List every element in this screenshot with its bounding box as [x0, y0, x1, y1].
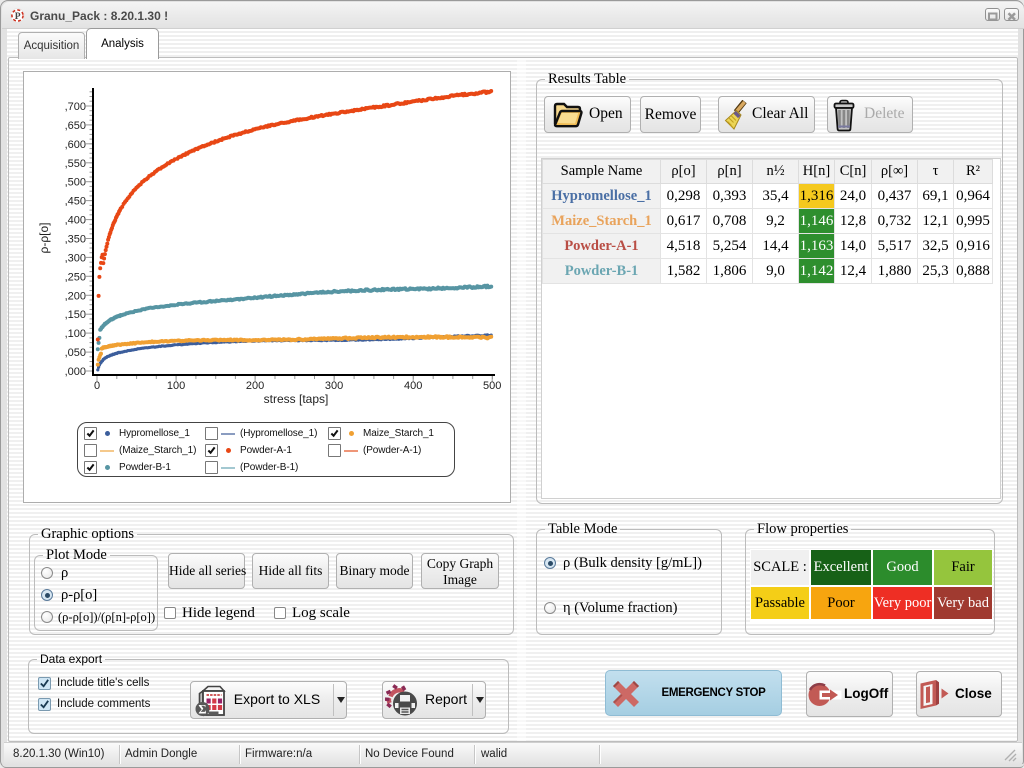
svg-text:P: P — [15, 12, 21, 22]
svg-text:,100: ,100 — [65, 328, 86, 340]
svg-text:,250: ,250 — [65, 271, 86, 283]
svg-text:300: 300 — [325, 380, 343, 392]
svg-text:,450: ,450 — [65, 196, 86, 208]
svg-text:,350: ,350 — [65, 234, 86, 246]
svg-text:100: 100 — [167, 380, 185, 392]
svg-text:,000: ,000 — [65, 366, 86, 378]
svg-text:,400: ,400 — [65, 215, 86, 227]
svg-text:0: 0 — [94, 380, 100, 392]
svg-text:,200: ,200 — [65, 290, 86, 302]
svg-text:200: 200 — [246, 380, 264, 392]
svg-text:ρ-ρ[o]: ρ-ρ[o] — [37, 223, 51, 254]
svg-text:,300: ,300 — [65, 252, 86, 264]
svg-text:,650: ,650 — [65, 120, 86, 132]
svg-text:,050: ,050 — [65, 347, 86, 359]
svg-text:stress [taps]: stress [taps] — [264, 392, 329, 406]
svg-text:,550: ,550 — [65, 158, 86, 170]
svg-text:,500: ,500 — [65, 177, 86, 189]
svg-text:,700: ,700 — [65, 101, 86, 113]
svg-text:,150: ,150 — [65, 309, 86, 321]
svg-text:500: 500 — [483, 380, 501, 392]
svg-text:Σ: Σ — [198, 703, 206, 717]
svg-text:,600: ,600 — [65, 139, 86, 151]
svg-text:400: 400 — [404, 380, 422, 392]
